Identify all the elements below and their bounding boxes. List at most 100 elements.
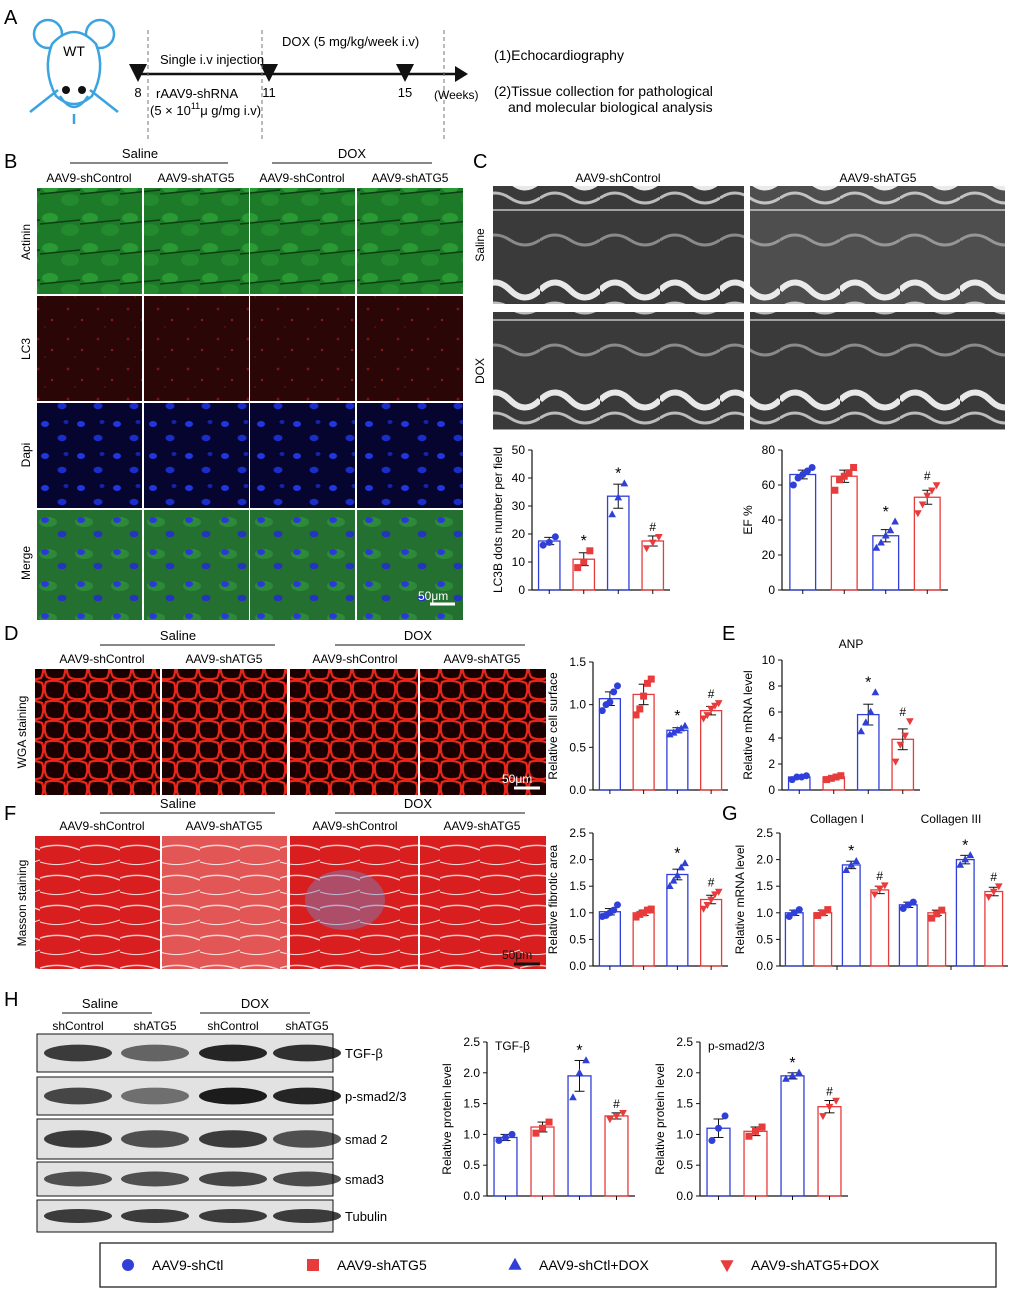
data-point (928, 487, 936, 495)
data-point (837, 772, 845, 780)
blot-band (199, 1044, 267, 1062)
y-tick-label: 8 (768, 679, 775, 693)
significance-mark: # (613, 1097, 620, 1111)
data-point (669, 876, 678, 884)
scale-bar-label: 50μm (418, 589, 448, 603)
data-point (612, 1113, 621, 1121)
panel-label-b: B (4, 151, 17, 173)
chart-title: TGF-β (495, 1039, 530, 1053)
blot-band (44, 1130, 112, 1148)
y-tick-label: 30 (512, 499, 526, 513)
data-point (681, 859, 689, 867)
data-point (655, 534, 663, 541)
significance-mark: # (876, 869, 883, 883)
y-tick-label: 40 (512, 471, 526, 485)
bar (632, 912, 655, 967)
data-point (636, 705, 644, 713)
blot-band (199, 1130, 267, 1148)
data-point (994, 883, 1003, 891)
data-point (880, 882, 889, 890)
chart-psmad: 0.0 0.5 1.0 1.5 2.0 2.5 Relative protein level… (653, 1035, 848, 1203)
micrograph (144, 510, 249, 620)
data-point (891, 517, 899, 525)
data-point (932, 482, 941, 490)
data-point (699, 905, 708, 913)
data-point (582, 1056, 590, 1064)
blot-label: p-smad2/3 (345, 1089, 406, 1104)
lane-label: shATG5 (133, 1019, 176, 1033)
legend-label: AAV9-shCtl (152, 1257, 223, 1273)
bar (567, 1075, 592, 1197)
timepoint-label: 8 (134, 85, 141, 100)
group-title: Collagen III (921, 812, 982, 826)
y-tick-label: 0 (768, 783, 775, 797)
timepoint-marker (396, 64, 414, 82)
row-label: Dapi (19, 443, 33, 468)
y-tick-label: 0 (768, 583, 775, 597)
significance-mark: # (990, 870, 997, 884)
row-label: Merge (19, 546, 33, 580)
chart-lc3b: 0 10 20 30 40 50 LC3B dots number per field * * # (491, 443, 670, 597)
significance-mark: * (883, 504, 889, 521)
mouse-icon (29, 18, 119, 124)
data-point (539, 1124, 546, 1132)
data-point (850, 464, 858, 471)
panel-label-a: A (4, 7, 18, 29)
blot-band (44, 1087, 112, 1105)
data-point (881, 531, 890, 539)
group-label-saline: Saline (160, 628, 196, 643)
data-point (495, 1137, 503, 1145)
panel-label-c: C (473, 151, 487, 173)
data-point (752, 1127, 759, 1135)
row-label: WGA staining (15, 696, 29, 769)
micrograph (37, 188, 142, 294)
y-axis-label: Relative protein level (440, 1063, 454, 1174)
data-point (918, 501, 927, 509)
significance-mark: * (581, 533, 587, 550)
western-blots: TGF-β p-smad2/3 smad 2 smad3 Tubulin (36, 1033, 406, 1233)
significance-mark: # (708, 687, 715, 701)
y-tick-label: 1.5 (569, 879, 586, 893)
mouse-eye (78, 86, 86, 94)
data-point (745, 1132, 753, 1140)
legend-label: AAV9-shCtl+DOX (539, 1257, 649, 1273)
blot-band (273, 1044, 341, 1062)
data-point (608, 510, 616, 518)
scale-bar-label: 50μm (502, 772, 532, 786)
data-point (825, 1103, 834, 1111)
y-tick-label: 10 (512, 555, 526, 569)
blot-band (273, 1087, 341, 1105)
echo-image (750, 186, 1005, 304)
data-point (788, 1071, 797, 1079)
y-tick-label: 2.0 (756, 853, 773, 867)
lane-label: shControl (207, 1019, 258, 1033)
data-point (703, 902, 712, 910)
bar (813, 912, 833, 967)
blot-label: smad3 (345, 1172, 384, 1187)
mouse-eye (62, 86, 70, 94)
y-tick-label: 80 (762, 443, 776, 457)
mouse-label: WT (63, 43, 85, 59)
data-point (870, 891, 879, 899)
injection-label: Single i.v injection (160, 52, 264, 67)
bar (856, 713, 880, 791)
data-point (669, 728, 678, 736)
micrograph (357, 296, 463, 401)
data-point (909, 898, 917, 906)
chart-anp: 0 2 4 6 8 10 Relative mRNA level * # ANP (741, 637, 920, 797)
bar (780, 1075, 805, 1197)
legend: AAV9-shCtl AAV9-shATG5 AAV9-shCtl+DOX AAV9-… (122, 1257, 880, 1273)
data-point (647, 675, 655, 683)
blot-band (273, 1171, 341, 1187)
significance-mark: * (674, 708, 680, 725)
chart-title: ANP (839, 637, 864, 651)
bar (493, 1136, 518, 1197)
data-point (785, 913, 793, 921)
data-point (699, 715, 708, 723)
data-point (875, 886, 884, 894)
y-tick-label: 2.5 (463, 1035, 480, 1049)
y-axis-label: Relative fibrotic area (546, 844, 560, 954)
data-point (808, 464, 816, 471)
outcome-tissue-2: and molecular biological analysis (508, 99, 713, 115)
group-title: Collagen I (810, 812, 864, 826)
